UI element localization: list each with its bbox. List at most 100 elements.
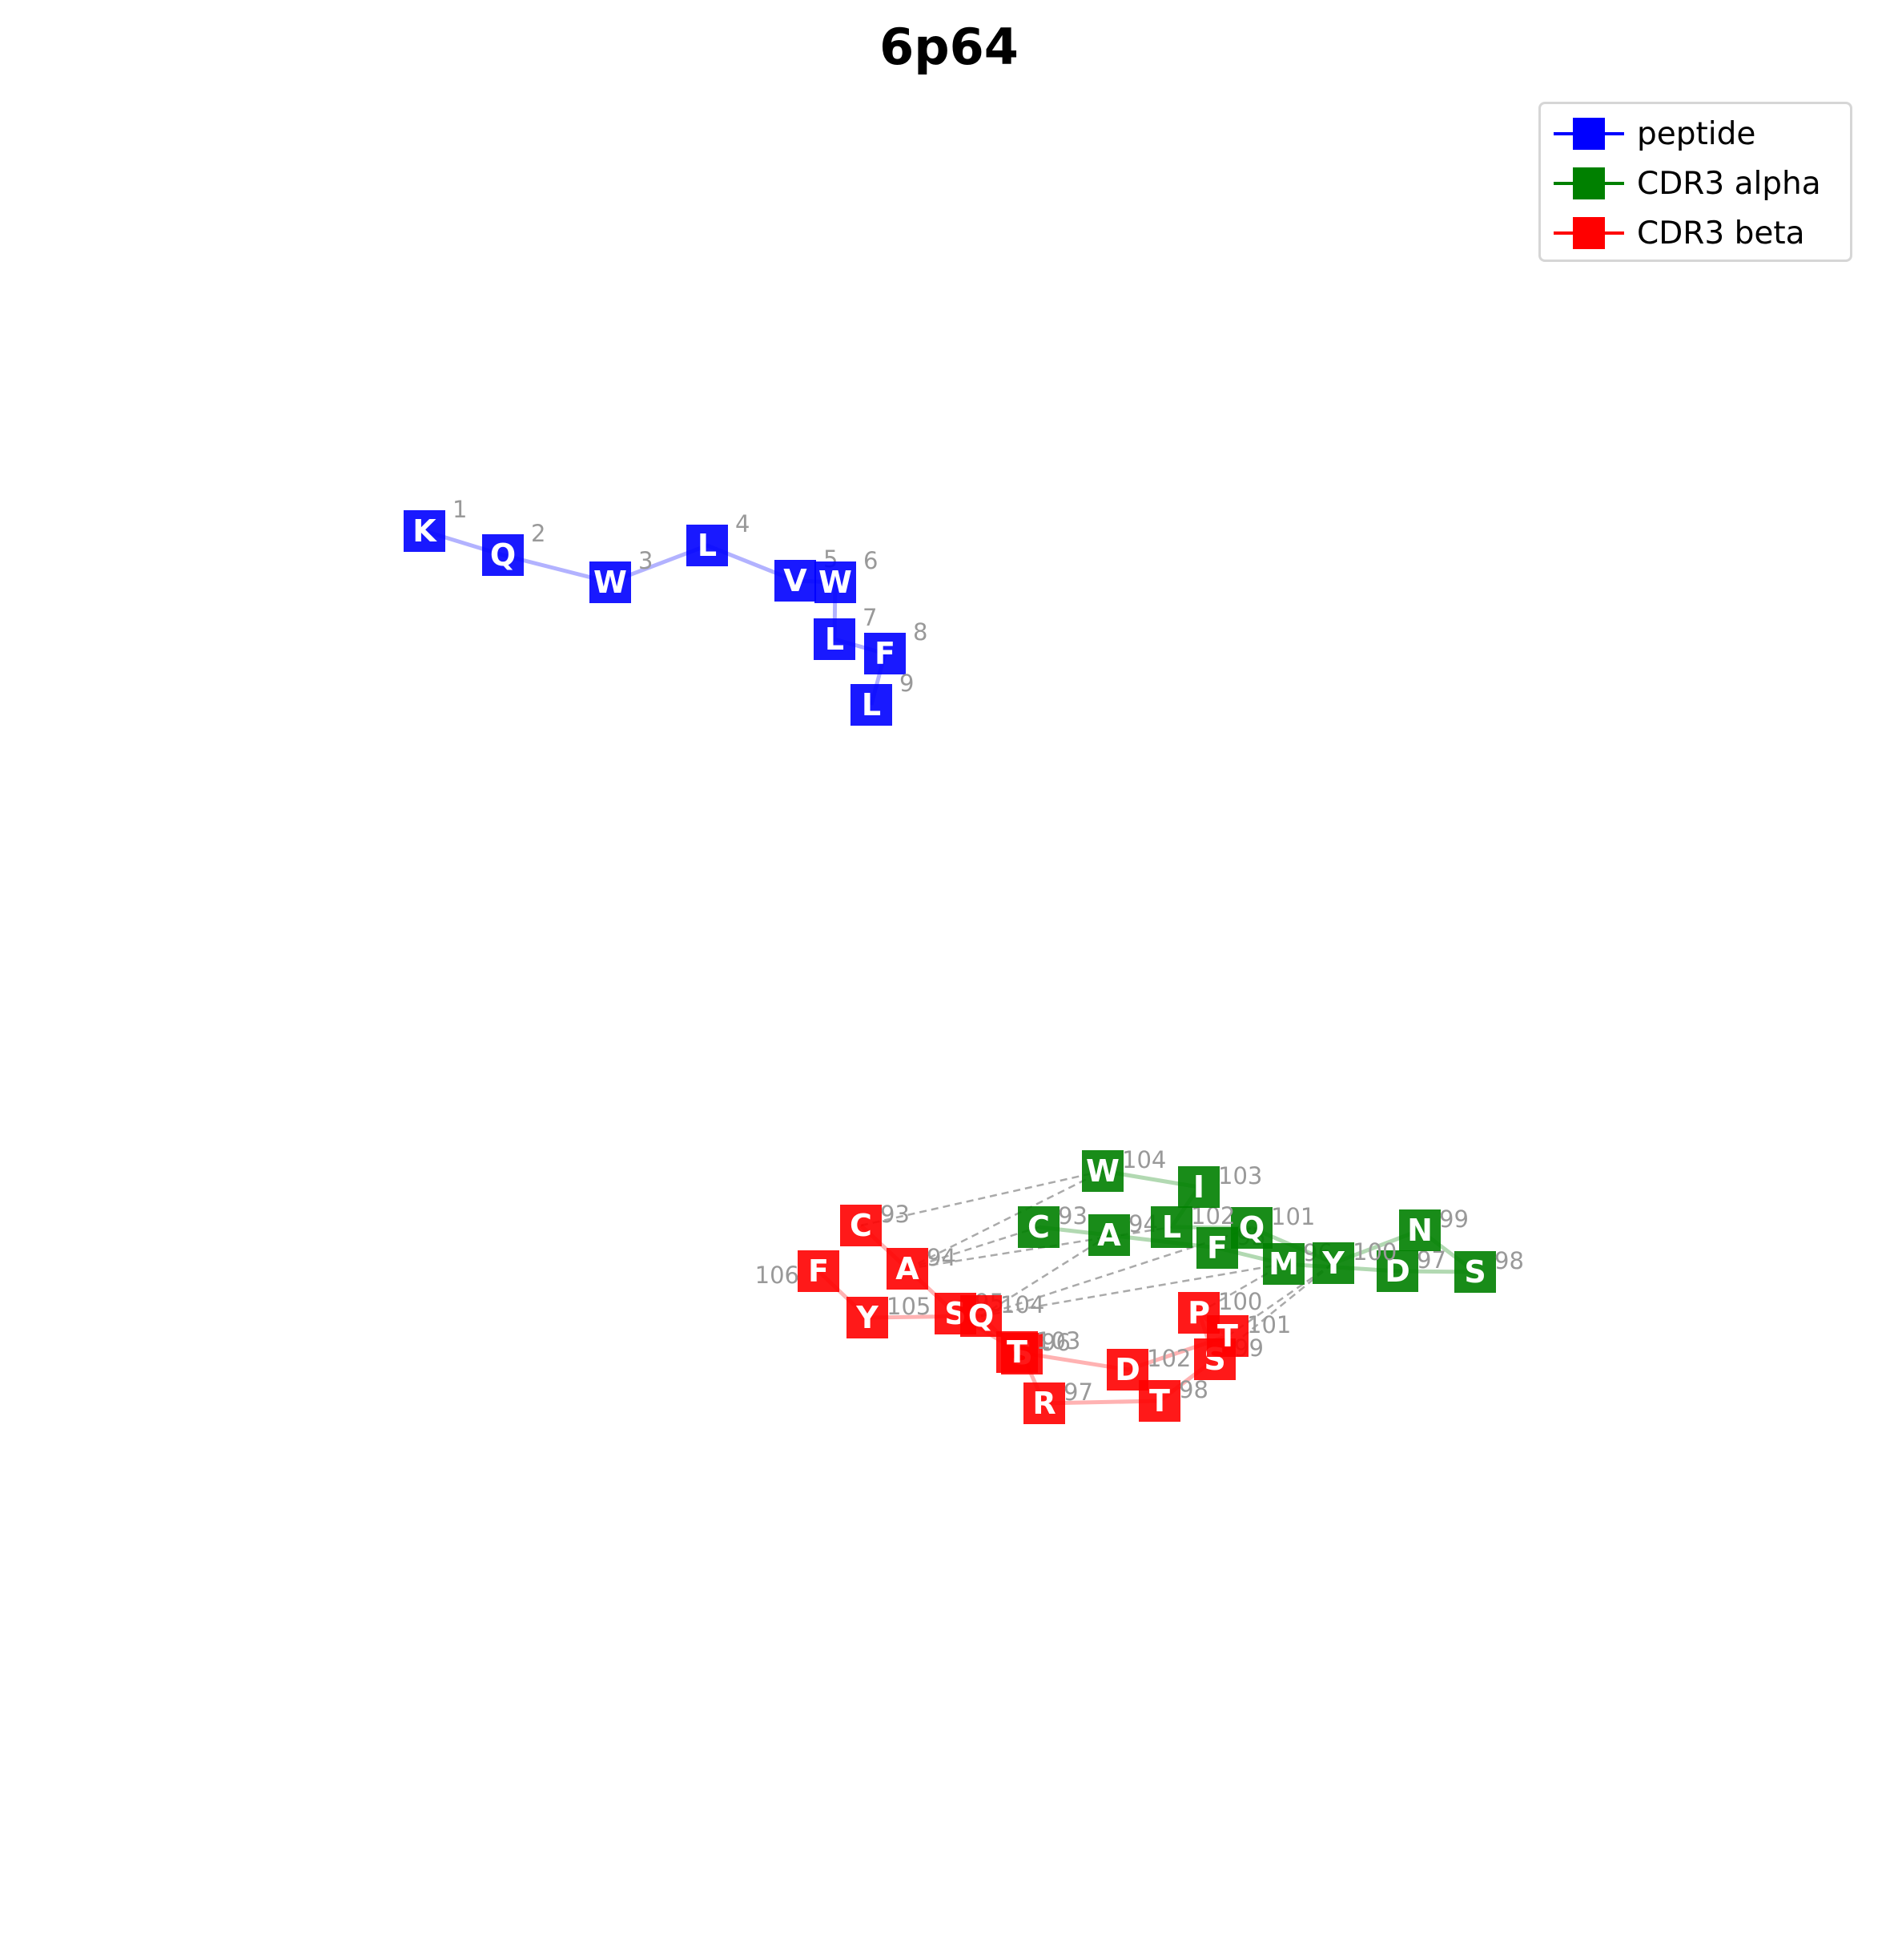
- legend-label-cdr3-alpha: CDR3 alpha: [1637, 165, 1821, 202]
- cdr3-beta-residue-number: 104: [1000, 1291, 1044, 1318]
- cdr3-beta-residue-marker: [840, 1205, 882, 1246]
- contact-line: [980, 1262, 1285, 1318]
- cdr3-beta-residue-102: D 102: [1107, 1345, 1191, 1391]
- cdr3-alpha-residue-marker: [1082, 1150, 1124, 1192]
- cdr3-beta-residue-number: 101: [1247, 1311, 1291, 1338]
- peptide-residue-letter: L: [862, 687, 881, 722]
- peptide-residue-marker: [589, 561, 631, 603]
- peptide-residue-marker: [814, 618, 855, 660]
- contact-line: [1227, 1262, 1334, 1338]
- peptide-residue-letter: L: [698, 528, 717, 563]
- residue-markers: K1Q2W3L4V5W6L7F8L9C93A94F95M96D97S98N99Y…: [404, 496, 1524, 1424]
- cdr3-beta-residue-letter: Y: [855, 1300, 879, 1335]
- peptide-residue-3: W3: [589, 547, 653, 603]
- cdr3-alpha-residue-marker: [1151, 1206, 1192, 1248]
- cdr3-alpha-residue-103: I 103: [1178, 1162, 1262, 1208]
- peptide-residue-9: L9: [850, 670, 914, 726]
- legend-item-cdr3-alpha: CDR3 alpha: [1552, 163, 1821, 203]
- cdr3-beta-residue-letter: F: [808, 1254, 829, 1289]
- peptide-residue-2: Q2: [482, 520, 545, 576]
- cdr3-alpha-residue-marker: [1018, 1206, 1060, 1248]
- cdr3-alpha-residue-100: Y 100: [1313, 1238, 1397, 1284]
- cdr3-beta-residue-marker: [846, 1297, 888, 1338]
- cdr3-beta-residue-letter: C: [850, 1208, 872, 1243]
- cdr3-beta-residue-number: 103: [1036, 1327, 1080, 1354]
- cdr3-alpha-residue-letter: M: [1269, 1246, 1299, 1282]
- legend-item-peptide: peptide: [1552, 114, 1755, 154]
- contact-line: [907, 1169, 1104, 1270]
- peptide-residue-letter: V: [783, 563, 807, 598]
- peptide-residue-marker: [814, 561, 856, 603]
- cdr3-beta-residue-number: 106: [755, 1262, 799, 1289]
- cdr3-alpha-residue-number: 100: [1353, 1238, 1397, 1266]
- cdr3-alpha-residue-number: 98: [1494, 1247, 1524, 1274]
- contact-line: [907, 1226, 1039, 1270]
- cdr3-alpha-residue-letter: S: [1464, 1254, 1486, 1290]
- cdr3-alpha-residue-letter: I: [1193, 1169, 1204, 1205]
- legend-swatch-cdr3-beta: [1552, 213, 1626, 253]
- legend-label-peptide: peptide: [1637, 115, 1756, 152]
- contact-line: [980, 1234, 1110, 1318]
- cdr3-alpha-residue-letter: Y: [1321, 1246, 1345, 1281]
- peptide-residue-number: 8: [913, 618, 927, 646]
- cdr3-beta-residue-104: Q 104: [960, 1291, 1044, 1337]
- cdr3-beta-residue-number: 100: [1218, 1288, 1262, 1315]
- cdr3-beta-residue-letter: P: [1188, 1295, 1210, 1330]
- peptide-residue-4: L4: [686, 510, 750, 566]
- cdr3-beta-residue-letter: A: [895, 1251, 919, 1286]
- cdr3-alpha-residue-letter: Q: [1239, 1210, 1265, 1246]
- peptide-residue-number: 9: [899, 670, 914, 697]
- cdr3-beta-residue-94: A 94: [887, 1244, 956, 1290]
- cdr3-beta-residue-number: 97: [1064, 1378, 1093, 1406]
- peptide-residue-number: 4: [735, 510, 750, 537]
- peptide-residue-number: 2: [531, 520, 545, 547]
- cdr3-beta-residue-marker: [887, 1248, 928, 1290]
- cdr3-beta-residue-93: C 93: [840, 1201, 910, 1246]
- legend-item-cdr3-beta: CDR3 beta: [1552, 213, 1805, 253]
- peptide-residue-8: F8: [864, 618, 927, 674]
- cdr3-alpha-residue-marker: [1263, 1243, 1305, 1285]
- cdr3-alpha-residue-marker: [1313, 1242, 1354, 1284]
- peptide-residue-marker: [774, 560, 816, 602]
- legend-label-cdr3-beta: CDR3 beta: [1637, 215, 1805, 252]
- contact-line: [860, 1169, 1104, 1227]
- cdr3-beta-residue-number: 98: [1179, 1376, 1208, 1403]
- cdr3-alpha-residue-number: 104: [1122, 1146, 1166, 1173]
- cdr3-alpha-residue-marker: [1399, 1209, 1441, 1251]
- cdr3-beta-residue-number: 102: [1147, 1345, 1191, 1372]
- cdr3-beta-residue-103: T 103: [996, 1327, 1080, 1373]
- cdr3-alpha-residue-letter: L: [1162, 1209, 1181, 1245]
- peptide-residue-letter: K: [412, 513, 437, 549]
- cdr3-beta-residue-number: 93: [880, 1201, 910, 1228]
- peptide-residue-marker: [482, 534, 524, 576]
- peptide-residue-7: L7: [814, 604, 877, 660]
- cdr3-beta-residue-marker: [798, 1250, 839, 1292]
- cdr3-alpha-residue-letter: A: [1097, 1217, 1121, 1253]
- cdr3-beta-residue-marker: [960, 1295, 1002, 1337]
- peptide-residue-letter: W: [593, 565, 627, 600]
- peptide-residue-letter: Q: [490, 537, 516, 573]
- cdr3-alpha-residue-letter: D: [1385, 1254, 1410, 1289]
- cdr3-beta-residue-marker: [996, 1331, 1038, 1373]
- cdr3-beta-residue-98: T 98: [1139, 1376, 1208, 1422]
- peptide-residue-marker: [686, 525, 728, 566]
- cdr3-alpha-residue-marker: [1178, 1166, 1220, 1208]
- cdr3-alpha-residue-number: 101: [1271, 1203, 1315, 1230]
- cdr3-alpha-residue-102: L 102: [1151, 1202, 1235, 1248]
- cdr3-alpha-residue-marker: [1088, 1214, 1130, 1256]
- peptide-residue-1: K1: [404, 496, 467, 552]
- legend: peptide CDR3 alpha CDR3 beta: [1538, 102, 1852, 262]
- cdr3-alpha-residue-marker: [1454, 1251, 1496, 1293]
- peptide-residue-marker: [404, 510, 445, 552]
- cdr3-alpha-residue-99: N 99: [1399, 1205, 1469, 1251]
- cdr3-alpha-residue-marker: [1377, 1250, 1418, 1292]
- cdr3-beta-residue-letter: T: [1007, 1334, 1027, 1370]
- cdr3-alpha-residue-number: 103: [1218, 1162, 1262, 1189]
- cdr3-beta-residue-106: F 106: [755, 1250, 839, 1292]
- cdr3-alpha-residue-94: A 94: [1088, 1210, 1158, 1256]
- peptide-residue-letter: L: [825, 622, 844, 657]
- peptide-residue-letter: W: [818, 565, 852, 600]
- cdr3-beta-residue-number: 105: [887, 1293, 931, 1320]
- cdr3-beta-residue-101: T 101: [1207, 1311, 1291, 1357]
